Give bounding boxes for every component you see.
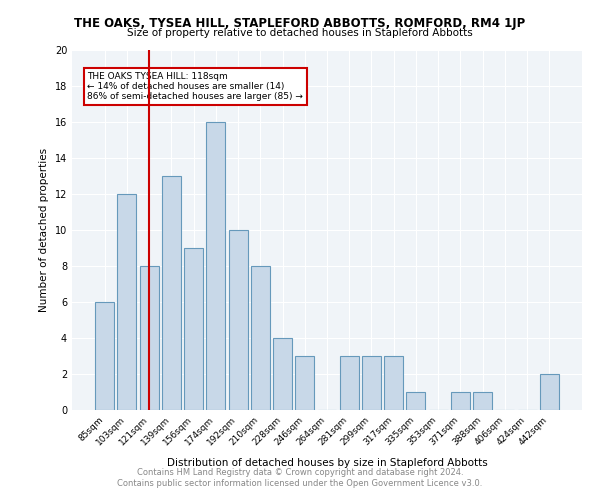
Bar (140, 266, 158, 410)
Bar (118, 194, 136, 410)
Text: Size of property relative to detached houses in Stapleford Abbotts: Size of property relative to detached ho… (127, 28, 473, 38)
Y-axis label: Number of detached properties: Number of detached properties (39, 148, 49, 312)
Bar (162, 176, 181, 410)
Bar (406, 392, 425, 410)
Bar (206, 122, 225, 410)
Bar (473, 392, 492, 410)
Bar (229, 230, 248, 410)
Text: Contains HM Land Registry data © Crown copyright and database right 2024.
Contai: Contains HM Land Registry data © Crown c… (118, 468, 482, 487)
Bar (251, 266, 270, 410)
Bar (362, 356, 381, 410)
Bar (95, 302, 114, 410)
Bar (340, 356, 359, 410)
Text: THE OAKS, TYSEA HILL, STAPLEFORD ABBOTTS, ROMFORD, RM4 1JP: THE OAKS, TYSEA HILL, STAPLEFORD ABBOTTS… (74, 18, 526, 30)
Text: THE OAKS TYSEA HILL: 118sqm
← 14% of detached houses are smaller (14)
86% of sem: THE OAKS TYSEA HILL: 118sqm ← 14% of det… (88, 72, 303, 102)
Bar (540, 374, 559, 410)
X-axis label: Distribution of detached houses by size in Stapleford Abbotts: Distribution of detached houses by size … (167, 458, 487, 468)
Bar (295, 356, 314, 410)
Bar (384, 356, 403, 410)
Bar (451, 392, 470, 410)
Bar (273, 338, 292, 410)
Bar (184, 248, 203, 410)
